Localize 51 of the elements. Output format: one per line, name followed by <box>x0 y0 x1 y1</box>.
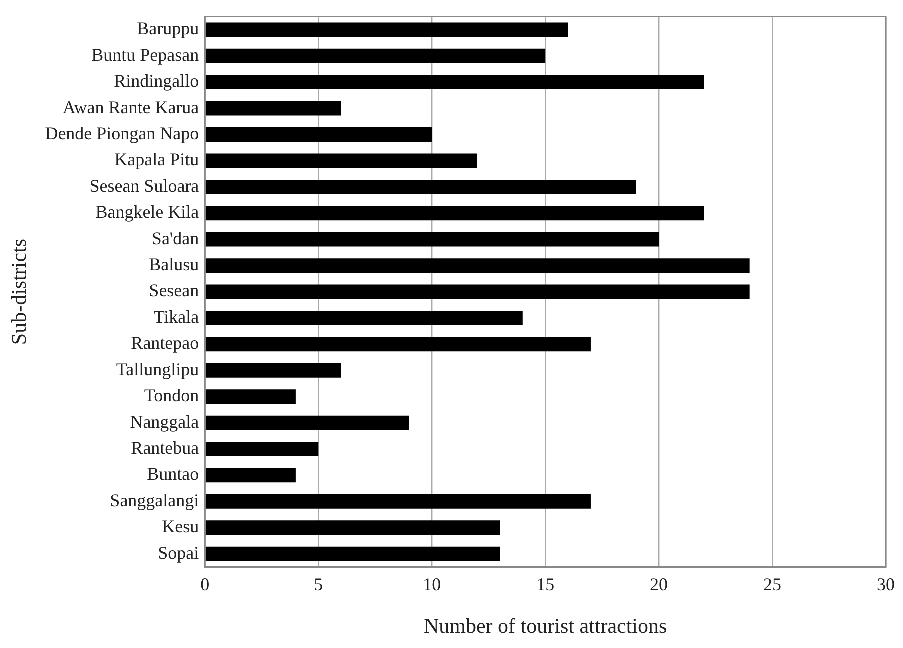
bar <box>206 22 568 38</box>
bar <box>206 546 500 562</box>
bar <box>206 337 591 352</box>
y-tick-label: Tikala <box>154 306 200 327</box>
y-tick-label: Bangkele Kila <box>96 202 200 222</box>
bar <box>206 520 500 536</box>
x-tick-label: 25 <box>764 574 782 595</box>
y-tick-label: Baruppu <box>137 18 200 39</box>
bar <box>206 468 296 483</box>
x-tick-label: 20 <box>650 574 668 595</box>
y-tick-label: Dende Piongan Napo <box>45 123 200 144</box>
bar <box>206 363 342 378</box>
y-tick-label: Buntu Pepasan <box>92 44 200 65</box>
bar <box>206 258 750 273</box>
bar <box>206 75 704 90</box>
y-tick-label: Buntao <box>147 464 200 484</box>
y-tick-label: Kesu <box>162 516 200 537</box>
y-tick-label: Rindingallo <box>114 71 200 92</box>
x-tick-label: 15 <box>536 574 555 595</box>
y-tick-label: Awan Rante Karua <box>62 97 200 118</box>
y-tick-label: Sanggalangi <box>110 490 200 510</box>
bar <box>206 180 636 194</box>
bar <box>206 128 432 142</box>
bar <box>206 206 704 221</box>
bar <box>206 284 750 300</box>
y-tick-label: Sopai <box>158 542 200 563</box>
bar <box>206 390 296 404</box>
y-tick-label: Sa'dan <box>152 228 200 248</box>
x-tick-label: 30 <box>877 574 895 595</box>
x-tick-label: 0 <box>200 574 210 595</box>
bar <box>206 101 342 116</box>
bar <box>206 494 591 509</box>
bar <box>206 232 660 247</box>
y-tick-label: Kapala Pitu <box>114 150 200 170</box>
bar <box>206 442 319 456</box>
y-tick-label: Rantebua <box>131 438 200 458</box>
y-tick-label: Sesean Suloara <box>90 176 200 196</box>
y-axis-title: Sub-districts <box>7 238 32 346</box>
bar <box>206 311 523 326</box>
y-tick-label: Tallunglipu <box>116 359 200 380</box>
bar <box>206 154 478 168</box>
y-tick-label: Rantepao <box>131 333 200 354</box>
x-tick-label: 5 <box>314 574 324 595</box>
x-axis-title: Number of tourist attractions <box>424 614 668 638</box>
y-tick-label: Nanggala <box>130 412 200 432</box>
bar <box>206 48 546 64</box>
y-tick-label: Balusu <box>149 254 200 275</box>
y-tick-label: Sesean <box>149 280 200 301</box>
x-tick-label: 10 <box>423 574 442 595</box>
y-tick-label: Tondon <box>144 386 200 406</box>
bar <box>206 416 410 430</box>
